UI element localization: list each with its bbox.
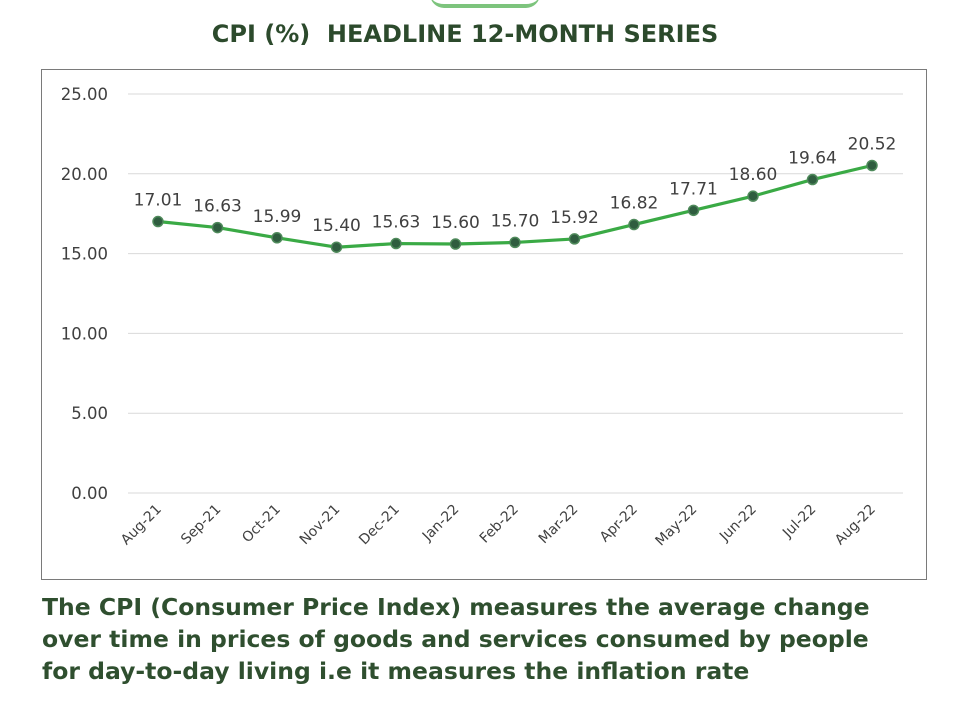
data-label: 15.70 — [491, 211, 540, 231]
chart-frame — [41, 69, 927, 580]
y-tick-label: 15.00 — [61, 245, 108, 264]
x-tick-label: Nov-21 — [297, 502, 344, 549]
x-tick-label: Jan-22 — [419, 502, 462, 545]
x-tick-label: Mar-22 — [536, 502, 582, 548]
data-point — [449, 238, 462, 250]
y-axis-ticks: 0.00 5.00 10.00 15.00 20.00 25.00 — [61, 85, 108, 503]
caption-line-3: for day-to-day living i.e it measures th… — [42, 657, 750, 685]
data-point — [509, 236, 521, 249]
data-label: 15.63 — [372, 213, 421, 233]
data-label: 16.63 — [193, 197, 242, 217]
x-tick-label: Jul-22 — [779, 502, 819, 542]
x-tick-label: Feb-22 — [477, 502, 522, 547]
data-point — [390, 237, 402, 250]
chart-title: CPI (%) HEADLINE 12-MONTH SERIES — [211, 20, 719, 48]
series-layer — [152, 159, 878, 253]
data-label: 16.82 — [610, 194, 659, 214]
data-point — [271, 232, 283, 244]
grid-layer — [128, 93, 903, 494]
x-tick-label: Apr-22 — [597, 502, 641, 546]
caption-line-1: The CPI (Consumer Price Index) measures … — [42, 593, 870, 621]
decorative-arc — [430, 0, 540, 8]
data-label: 20.52 — [848, 135, 897, 155]
data-point — [152, 215, 164, 228]
data-label: 18.60 — [729, 165, 778, 185]
cpi-description: The CPI (Consumer Price Index) measures … — [42, 591, 962, 687]
data-point — [628, 218, 640, 231]
data-point — [211, 221, 224, 234]
data-label: 17.01 — [134, 191, 183, 211]
x-tick-label: Sep-21 — [178, 502, 224, 548]
caption-line-2: over time in prices of goods and service… — [42, 625, 869, 653]
x-tick-label: Aug-21 — [118, 502, 165, 549]
data-point — [568, 233, 581, 245]
y-tick-label: 25.00 — [61, 85, 108, 104]
y-tick-label: 5.00 — [71, 404, 108, 423]
data-labels: 17.01 16.63 15.99 15.40 15.63 15.60 15.70 15.92… — [134, 135, 897, 237]
data-point — [330, 241, 343, 253]
x-tick-label: Aug-22 — [832, 502, 879, 549]
data-label: 15.60 — [431, 213, 480, 233]
data-point — [747, 190, 759, 202]
y-tick-label: 20.00 — [61, 165, 108, 184]
x-tick-label: Dec-21 — [356, 502, 403, 549]
data-label: 15.99 — [253, 207, 302, 227]
x-tick-label: May-22 — [653, 502, 701, 550]
data-point — [806, 173, 819, 186]
x-tick-label: Oct-21 — [239, 502, 284, 547]
data-point — [866, 159, 878, 172]
data-label: 19.64 — [788, 149, 837, 169]
data-label: 15.92 — [550, 208, 599, 228]
y-tick-label: 0.00 — [71, 484, 108, 503]
data-label: 17.71 — [669, 179, 718, 199]
x-axis-ticks: Aug-21 Sep-21 Oct-21 Nov-21 Dec-21 Jan-22 Feb-… — [118, 502, 879, 550]
data-label: 15.40 — [312, 216, 361, 236]
y-tick-label: 10.00 — [61, 324, 108, 343]
x-tick-label: Jun-22 — [716, 502, 760, 546]
data-point — [687, 204, 700, 217]
